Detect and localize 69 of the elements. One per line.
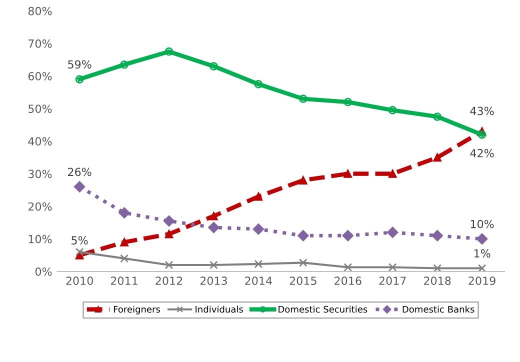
- point: [75, 75, 84, 84]
- data-label: 43%: [470, 106, 494, 116]
- data-label: 10%: [470, 220, 494, 228]
- point: [478, 130, 486, 139]
- point: [254, 192, 263, 201]
- point: [75, 248, 84, 256]
- x-tick-label: 2013: [200, 276, 227, 285]
- point: [252, 224, 264, 235]
- point: [432, 230, 443, 242]
- point: [433, 264, 442, 272]
- point: [388, 263, 397, 272]
- point: [164, 230, 174, 238]
- point: [298, 258, 308, 267]
- point: [164, 260, 174, 270]
- legend-label: Foreigners: [114, 306, 160, 314]
- x-tick-label: 2012: [156, 276, 182, 285]
- point: [342, 230, 354, 242]
- point: [298, 176, 308, 184]
- y-tick-label: 50%: [28, 104, 52, 113]
- point: [386, 226, 398, 238]
- point: [210, 260, 218, 270]
- point: [344, 263, 352, 272]
- y-tick-label: 40%: [28, 137, 52, 146]
- point: [478, 264, 486, 272]
- legend-label: Domestic Securities: [278, 306, 368, 313]
- x-tick-label: 2010: [66, 276, 93, 285]
- data-label: 1%: [474, 249, 490, 258]
- x-tick-label: 2019: [468, 276, 496, 285]
- point: [298, 230, 309, 242]
- y-tick-label: 30%: [28, 170, 52, 178]
- point: [120, 238, 128, 246]
- y-tick-label: 70%: [28, 39, 52, 48]
- x-tick-label: 2011: [110, 276, 138, 285]
- data-label: 26%: [68, 168, 92, 176]
- point: [208, 222, 220, 234]
- point: [120, 254, 128, 263]
- point: [298, 94, 308, 103]
- point: [254, 260, 263, 268]
- point: [164, 47, 174, 56]
- x-tick-label: 2014: [245, 276, 272, 285]
- y-tick-label: 20%: [28, 202, 52, 211]
- point: [74, 181, 86, 192]
- y-tick-label: 0%: [35, 267, 52, 276]
- point: [433, 153, 442, 162]
- point: [75, 251, 84, 260]
- data-label: 5%: [72, 236, 88, 245]
- point: [433, 112, 442, 121]
- point: [388, 170, 397, 178]
- x-tick-label: 2018: [424, 276, 451, 285]
- x-tick-label: 2015: [290, 276, 316, 285]
- legend-label: Domestic Banks: [402, 306, 474, 313]
- y-tick-label: 10%: [28, 234, 52, 244]
- point: [388, 106, 397, 114]
- point: [344, 98, 352, 106]
- point: [476, 233, 488, 245]
- y-tick-label: 80%: [28, 6, 52, 16]
- data-label: 59%: [68, 60, 92, 69]
- x-tick-label: 2016: [334, 276, 362, 285]
- data-label: 42%: [470, 148, 494, 158]
- legend-label: Individuals: [196, 306, 243, 313]
- y-tick-label: 60%: [28, 72, 52, 80]
- point: [344, 170, 352, 178]
- point: [254, 80, 263, 88]
- point: [163, 215, 175, 227]
- point: [120, 60, 128, 69]
- x-tick-label: 2017: [379, 276, 406, 285]
- point: [210, 62, 218, 70]
- point: [210, 212, 218, 220]
- point: [118, 207, 130, 218]
